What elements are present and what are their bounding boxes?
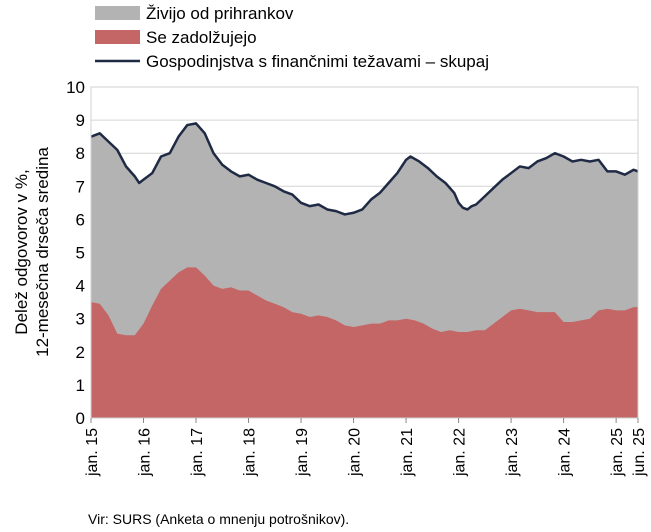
source-note: Vir: SURS (Anketa o mnenju potrošnikov). [88,511,349,527]
x-tick-label-8: jan. 23 [504,428,521,477]
y-tick-label-9: 9 [76,111,85,130]
x-tick-label-3: jan. 18 [242,428,259,477]
x-tick-label-10: jan. 25 [609,428,626,477]
plot-frame [90,86,639,419]
y-tick-label-8: 8 [76,144,85,163]
legend-label-total: Gospodinjstva s finančnimi težavami – sk… [146,52,489,71]
x-tick-label-1: jan. 16 [137,428,154,477]
line-total [90,122,639,216]
y-axis-label: Delež odgovorov v %, 12-mesečna drseča s… [12,147,52,357]
y-tick-label-0: 0 [76,409,85,428]
legend-label-debt: Se zadolžujejo [146,28,257,47]
y-tick-label-3: 3 [76,310,85,329]
x-axis-ticks: jan. 15 jan. 16 jan. 17 jan. 18 jan. 19 jan. … [84,418,648,477]
x-tick-label-4: jan. 19 [294,428,311,477]
legend: Živijo od prihrankov Se zadolžujejo Gosp… [95,4,489,71]
y-tick-label-2: 2 [76,343,85,362]
y-tick-label-7: 7 [76,177,85,196]
x-tick-label-6: jan. 21 [399,428,416,477]
y-axis-label-line1: Delež odgovorov v %, [12,169,31,334]
y-axis-label-line2: 12-mesečna drseča sredina [33,147,52,357]
x-tick-label-5: jan. 20 [347,428,364,477]
y-tick-label-5: 5 [76,244,85,263]
legend-label-savings: Živijo od prihrankov [146,4,294,23]
y-tick-label-6: 6 [76,210,85,229]
x-tick-label-7: jan. 22 [452,428,469,477]
y-tick-label-10: 10 [66,78,85,97]
y-tick-label-1: 1 [76,376,85,395]
y-tick-label-4: 4 [76,277,85,296]
area-debt [91,267,638,418]
x-tick-label-11: jun. 25 [631,428,648,477]
x-tick-label-9: jan. 24 [557,428,574,477]
legend-swatch-savings [95,6,140,20]
x-tick-label-0: jan. 15 [84,428,101,477]
x-tick-label-2: jan. 17 [189,428,206,477]
legend-swatch-debt [95,30,140,44]
y-axis-ticks: 0 1 2 3 4 5 6 7 8 9 10 [66,78,85,428]
